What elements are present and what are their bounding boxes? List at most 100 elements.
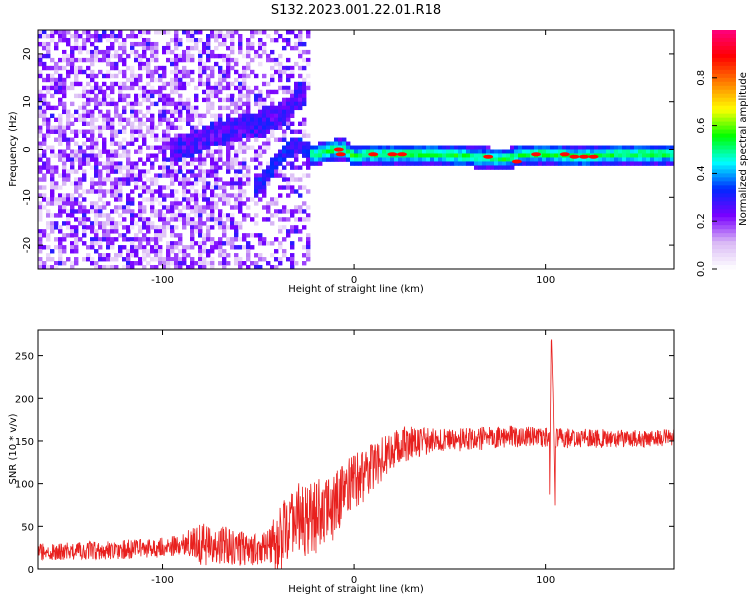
spectrogram-cell (234, 229, 239, 234)
spectrogram-cell (282, 133, 287, 138)
spectrogram-cell (202, 169, 207, 174)
spectrogram-cell (218, 89, 223, 95)
spectrogram-cell (398, 161, 403, 166)
spectrogram-cell (146, 249, 151, 254)
spectrogram-cell (290, 65, 295, 71)
spectrogram-cell (414, 145, 419, 150)
spectrogram-cell (182, 165, 187, 170)
spectrogram-cell (82, 30, 87, 35)
spectrogram-cell (210, 213, 215, 218)
spectrogram-cell (230, 221, 235, 226)
spectrogram-cell (174, 197, 179, 202)
spectrogram-cell (214, 205, 219, 210)
spectrogram-cell (194, 125, 199, 130)
spectrogram-cell (82, 121, 87, 126)
spectrogram-cell (190, 113, 195, 119)
spectrogram-cell (250, 245, 255, 250)
spectrogram-cell (238, 85, 243, 91)
spectrogram-cell (174, 109, 179, 115)
spectrogram-cell (178, 265, 183, 270)
spectrogram-cell (162, 257, 167, 262)
spectrogram-cell (162, 205, 167, 210)
snr-x-tick-label: -100 (151, 575, 174, 586)
spectrogram-cell (330, 141, 335, 146)
spectrogram-cell (334, 149, 339, 154)
spectrogram-cell (114, 237, 119, 242)
spectrogram-cell (58, 117, 63, 123)
spectrogram-cell (130, 241, 135, 246)
spectrogram-cell (178, 233, 183, 238)
spectrogram-cell (222, 253, 227, 258)
spectrogram-cell (270, 105, 275, 111)
spectrogram-cell (130, 249, 135, 254)
spectrogram-cell (278, 125, 283, 130)
spectrogram-cell (262, 173, 267, 178)
spectrogram-cell (86, 257, 91, 262)
spectrogram-cell (250, 133, 255, 138)
spectrogram-cell (294, 177, 299, 182)
spectrogram-cell (222, 53, 227, 59)
spectrogram-cell (166, 117, 171, 123)
spectrogram-cell (238, 149, 243, 154)
spectrogram-cell (82, 157, 87, 162)
spectrogram-cell (178, 137, 183, 142)
spectrogram-cell (86, 33, 91, 39)
spectrogram-cell (294, 153, 299, 158)
spectrogram-cell (146, 93, 151, 99)
spectrogram-cell (70, 153, 75, 158)
spectrogram-cell (130, 201, 135, 206)
spectrogram-cell (294, 89, 299, 95)
spectrogram-cell (158, 217, 163, 222)
spectrogram-cell (126, 169, 131, 174)
spectrogram-cell (246, 169, 251, 174)
spectrogram-cell (258, 233, 263, 238)
spectrogram-cell (146, 145, 151, 150)
spectrogram-cell (126, 177, 131, 182)
spectrogram-cell (578, 149, 583, 154)
spectrogram-cell (98, 113, 103, 119)
spectrogram-cell (342, 145, 347, 150)
spectrogram-cell (66, 233, 71, 238)
spectrogram-cell (226, 61, 231, 67)
spectrogram-cell (46, 73, 51, 79)
spectrogram-cell (194, 97, 199, 103)
spectrogram-cell (50, 265, 55, 270)
spectrogram-cell (90, 241, 95, 246)
spectrogram-cell (182, 117, 187, 123)
spectrogram-cell (134, 165, 139, 170)
spectrogram-cell (174, 101, 179, 107)
spectrogram-cell (62, 177, 67, 182)
spectrogram-cell (230, 185, 235, 190)
spectrogram-cell (250, 129, 255, 134)
spectrogram-cell (42, 77, 47, 83)
spectrogram-cell (154, 237, 159, 242)
spectrogram-cell (306, 85, 311, 91)
spectrogram-cell (270, 197, 275, 202)
spectrogram-cell (362, 153, 367, 158)
spectrogram-cell (206, 57, 211, 63)
spectrogram-cell (198, 169, 203, 174)
spectrogram-cell (218, 141, 223, 146)
spectrogram-cell (234, 177, 239, 182)
spectrogram-cell (90, 189, 95, 194)
spectrogram-cell (266, 217, 271, 222)
spectrogram-cell (146, 221, 151, 226)
spectrogram-cell (286, 113, 291, 119)
spectrogram-cell (222, 229, 227, 234)
spectrogram-cell (138, 169, 143, 174)
spectrogram-cell (82, 233, 87, 238)
spectrogram-cell (110, 133, 115, 138)
spectrogram-hot-spot (368, 152, 379, 157)
spectrogram-cell (570, 145, 575, 150)
spectrogram-cell (246, 85, 251, 91)
spectrogram-cell (142, 197, 147, 202)
spectrogram-cell (290, 257, 295, 262)
spectrogram-cell (294, 209, 299, 214)
spectrogram-cell (282, 45, 287, 51)
spectrogram-cell (554, 153, 559, 158)
spectrogram-cell (282, 129, 287, 134)
spectrogram-cell (190, 133, 195, 138)
spectrogram-cell (302, 41, 307, 47)
spectrogram-cell (98, 89, 103, 95)
spectrogram-cell (450, 161, 455, 166)
